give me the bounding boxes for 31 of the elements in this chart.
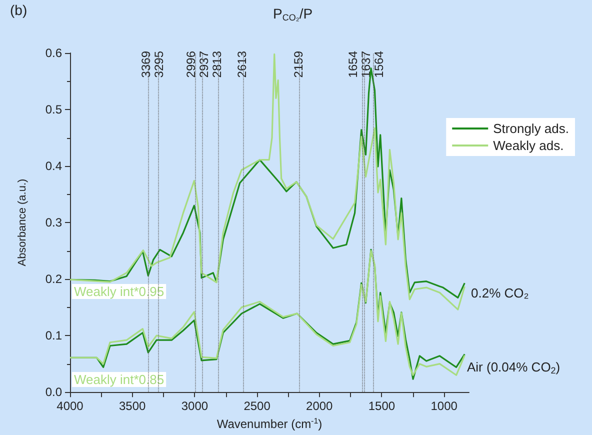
text: (b) <box>10 2 28 18</box>
ref-line-label: 2813 <box>210 50 224 78</box>
ref-line-label: 2996 <box>184 50 198 78</box>
y-axis-title: Absorbance (a.u.) <box>16 178 28 266</box>
y-tick-label: 0.4 <box>45 159 62 174</box>
text: 0.2% CO₂ <box>471 286 529 300</box>
y-tick-label: 0.5 <box>45 102 62 117</box>
x-tick-label: 4000 <box>56 399 84 414</box>
annotation: Weakly int*0.85 <box>74 372 164 387</box>
x-tick-label: 1000 <box>430 399 458 414</box>
x-tick-label: 2000 <box>306 399 334 414</box>
legend-label: Weakly ads. <box>493 138 564 153</box>
ref-line-label: 2937 <box>197 50 212 78</box>
legend-label: Strongly ads. <box>493 121 569 136</box>
y-tick-label: 0.0 <box>45 385 62 400</box>
ref-line-label: 2159 <box>292 50 306 78</box>
y-tick-label: 0.2 <box>45 272 62 286</box>
y-tick-label: 0.3 <box>45 216 62 230</box>
annotation: Weakly int*0.95 <box>74 284 164 299</box>
x-tick-label: 1500 <box>368 399 396 414</box>
ref-line-label: 1654 <box>346 50 360 78</box>
x-tick-label: 3500 <box>118 399 146 414</box>
x-tick-label: 3000 <box>181 399 208 414</box>
x-tick-label: 2500 <box>244 399 271 414</box>
ref-line-label: 2613 <box>234 50 249 78</box>
y-tick-label: 0.1 <box>45 328 62 343</box>
ref-line-label: 3295 <box>152 50 166 78</box>
ref-line-label: 1564 <box>372 50 386 78</box>
ref-line-label: 1637 <box>358 50 373 78</box>
y-tick-label: 0.6 <box>45 46 62 60</box>
ref-line-label: 3369 <box>138 50 153 78</box>
